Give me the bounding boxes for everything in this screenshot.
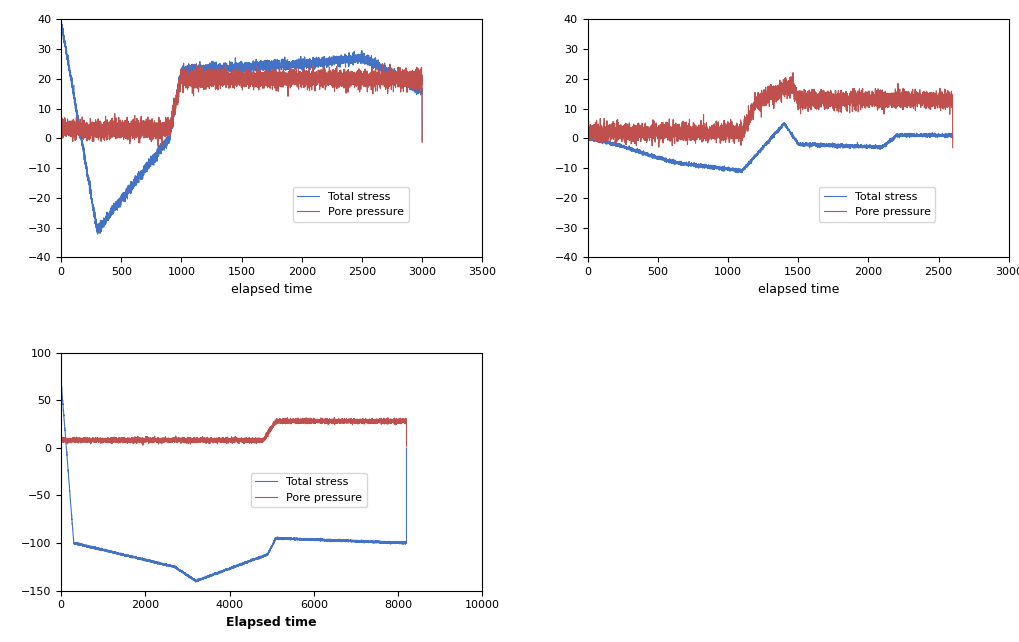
Total stress [400, 444, 413, 452]
Line: Pore pressure: Pore pressure [588, 73, 953, 148]
Total stress [582, 134, 594, 141]
Line: Total stress: Total stress [588, 123, 953, 173]
Pore pressure [597, 125, 609, 133]
Pore pressure [947, 144, 959, 152]
Total stress [55, 17, 67, 25]
Pore pressure [257, 437, 269, 444]
Total stress [143, 158, 155, 166]
Line: Pore pressure: Pore pressure [61, 64, 422, 146]
Line: Total stress: Total stress [61, 381, 407, 582]
X-axis label: elapsed time: elapsed time [231, 282, 313, 295]
Pore pressure [853, 87, 865, 95]
X-axis label: elapsed time: elapsed time [757, 282, 839, 295]
Total stress [416, 137, 428, 145]
Pore pressure [192, 76, 204, 83]
Total stress [257, 553, 269, 561]
Pore pressure [152, 142, 164, 150]
Pore pressure [787, 69, 799, 76]
Total stress [940, 130, 952, 138]
Total stress [92, 230, 104, 238]
Line: Pore pressure: Pore pressure [61, 417, 407, 446]
Pore pressure [151, 436, 163, 444]
Pore pressure [55, 130, 67, 138]
Total stress [151, 559, 163, 566]
Total stress [55, 20, 67, 28]
Pore pressure [940, 92, 952, 100]
Pore pressure [376, 60, 388, 67]
Pore pressure [217, 74, 229, 82]
Pore pressure [416, 139, 428, 146]
Total stress [192, 68, 204, 76]
Total stress [196, 575, 208, 583]
Pore pressure [141, 123, 153, 131]
Total stress [55, 377, 67, 385]
Total stress [597, 138, 609, 146]
Total stress [722, 166, 735, 173]
Pore pressure [582, 127, 594, 135]
Total stress [190, 578, 202, 586]
Pore pressure [356, 417, 368, 424]
Total stress [388, 539, 400, 546]
Pore pressure [139, 127, 151, 135]
Total stress [853, 141, 865, 149]
Total stress [141, 166, 153, 173]
Total stress [139, 165, 151, 173]
Total stress [356, 537, 368, 545]
Pore pressure [833, 95, 845, 103]
Legend: Total stress, Pore pressure: Total stress, Pore pressure [292, 187, 409, 221]
Total stress [833, 142, 845, 150]
Total stress [731, 169, 743, 177]
Pore pressure [598, 130, 610, 137]
Legend: Total stress, Pore pressure: Total stress, Pore pressure [251, 473, 367, 507]
Total stress [414, 83, 426, 91]
Total stress [88, 543, 100, 551]
Pore pressure [87, 437, 99, 444]
Pore pressure [196, 437, 208, 444]
Pore pressure [328, 413, 340, 421]
Total stress [598, 139, 610, 146]
Pore pressure [722, 126, 735, 134]
Line: Total stress: Total stress [61, 21, 422, 234]
X-axis label: Elapsed time: Elapsed time [226, 616, 317, 629]
Total stress [55, 377, 67, 385]
Total stress [947, 134, 959, 142]
Legend: Total stress, Pore pressure: Total stress, Pore pressure [819, 187, 935, 221]
Pore pressure [388, 416, 400, 424]
Pore pressure [414, 89, 426, 96]
Pore pressure [143, 130, 155, 137]
Total stress [217, 66, 229, 74]
Total stress [777, 119, 790, 126]
Pore pressure [400, 442, 413, 450]
Pore pressure [55, 437, 67, 445]
